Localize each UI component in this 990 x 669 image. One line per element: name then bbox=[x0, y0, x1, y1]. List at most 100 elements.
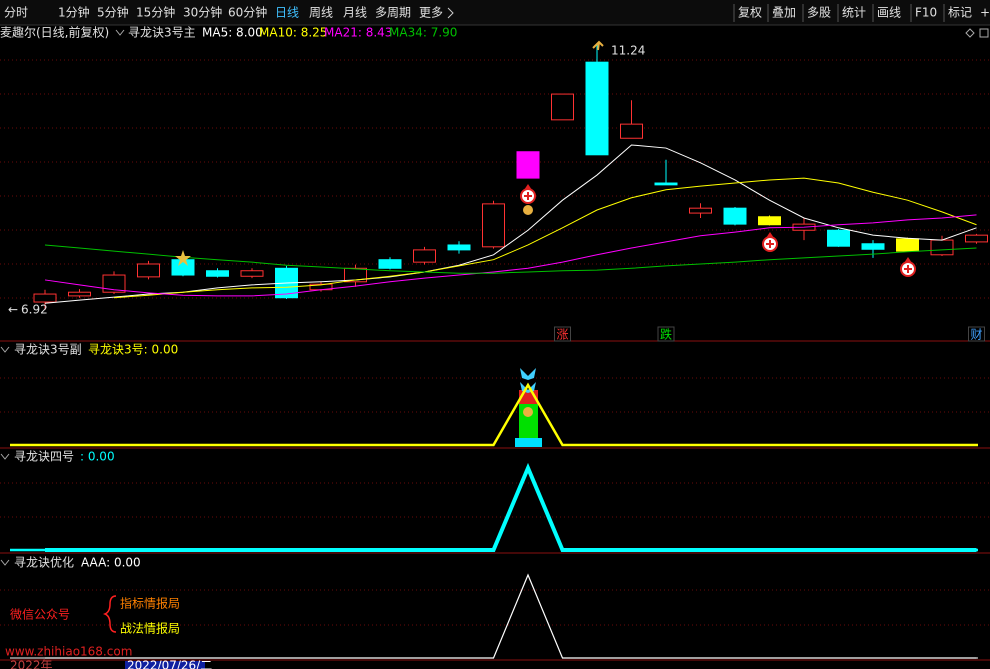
candle-body bbox=[378, 259, 402, 269]
candle-body bbox=[102, 274, 126, 293]
period-button[interactable]: 月线 bbox=[343, 6, 367, 20]
tool-button[interactable]: 叠加 bbox=[772, 6, 796, 20]
candle-body bbox=[344, 267, 367, 283]
signal-bar-base bbox=[515, 438, 542, 447]
candle-body bbox=[689, 207, 712, 214]
signal-label: 涨 bbox=[556, 327, 568, 342]
watermark-name: 指标情报局 bbox=[120, 596, 180, 611]
candle-body bbox=[240, 270, 264, 277]
candle-body bbox=[827, 229, 850, 247]
subpanel-title: 寻龙诀四号 bbox=[14, 450, 74, 464]
candle-body bbox=[206, 270, 229, 277]
high-label: 11.24 bbox=[611, 44, 645, 58]
watermark-name: 战法情报局 bbox=[120, 621, 180, 636]
candle-body bbox=[137, 263, 160, 278]
time-label: 2022年 bbox=[10, 659, 53, 669]
candle-body bbox=[930, 239, 954, 256]
butterfly-icon bbox=[520, 368, 536, 380]
ma-legend: MA10: 8.25 bbox=[259, 26, 327, 40]
subpanel-legend: AAA: 0.00 bbox=[81, 556, 141, 570]
candle-body bbox=[413, 249, 436, 263]
candle-body bbox=[551, 93, 574, 121]
candle-body bbox=[33, 293, 57, 303]
candle-body bbox=[482, 203, 505, 248]
candle-body bbox=[585, 61, 609, 156]
period-button[interactable]: 60分钟 bbox=[228, 5, 267, 20]
watermark-brace bbox=[102, 595, 117, 633]
indicator-name: 寻龙诀3号主 bbox=[128, 26, 196, 40]
candle-body bbox=[620, 123, 643, 139]
subpanel-title: 寻龙诀优化 bbox=[14, 556, 74, 570]
buy-icon-plus bbox=[904, 265, 912, 273]
indicator-line bbox=[45, 382, 977, 447]
buy-icon-tip bbox=[766, 232, 774, 238]
subpanel-legend: : 0.00 bbox=[80, 450, 115, 464]
period-button[interactable]: 30分钟 bbox=[183, 5, 222, 20]
collapse-icon bbox=[0, 346, 10, 353]
ma-line bbox=[44, 214, 977, 297]
indicator-line bbox=[45, 462, 977, 552]
more-arrow bbox=[447, 7, 454, 19]
add-button[interactable]: +自 bbox=[980, 6, 990, 20]
period-button[interactable]: 1分钟 bbox=[58, 5, 90, 20]
low-label: 6.92 bbox=[21, 303, 48, 317]
signal-bar bbox=[519, 395, 538, 445]
candle-body bbox=[68, 291, 91, 297]
signal-label: 跌 bbox=[660, 327, 672, 342]
diamond-icon bbox=[965, 28, 975, 38]
candle-body bbox=[965, 234, 988, 243]
candle-body bbox=[447, 244, 471, 251]
subpanel-legend: 寻龙诀3号: 0.00 bbox=[88, 343, 178, 357]
tool-button[interactable]: 多股 bbox=[807, 6, 831, 20]
tool-button[interactable]: 复权 bbox=[738, 6, 762, 20]
watermark-url: www.zhihiao168.com bbox=[5, 645, 132, 659]
candle-body bbox=[896, 238, 919, 252]
tool-button[interactable]: F10 bbox=[915, 6, 937, 20]
toolbar bbox=[0, 0, 990, 25]
signal-box bbox=[657, 326, 675, 342]
collapse-icon bbox=[0, 453, 10, 460]
indicator-line bbox=[45, 573, 977, 659]
buy-icon-tip bbox=[524, 184, 532, 190]
star-icon bbox=[175, 250, 191, 266]
signal-box bbox=[968, 326, 985, 342]
coin-icon bbox=[523, 205, 533, 215]
candle-body bbox=[861, 243, 885, 250]
period-button[interactable]: 5分钟 bbox=[97, 5, 129, 20]
candle-body bbox=[516, 151, 540, 179]
collapse-icon bbox=[115, 29, 125, 36]
ma-legend: MA34: 7.90 bbox=[389, 26, 457, 40]
security-name: 麦趣尔(日线,前复权) bbox=[0, 25, 109, 40]
candle-body bbox=[758, 216, 781, 226]
time-cursor-label: 2022/07/26/二 bbox=[127, 659, 212, 669]
period-button[interactable]: 周线 bbox=[309, 6, 333, 20]
period-button[interactable]: 多周期 bbox=[375, 6, 411, 20]
period-button[interactable]: 15分钟 bbox=[136, 5, 175, 20]
collapse-icon bbox=[0, 559, 10, 566]
time-cursor-box bbox=[125, 661, 205, 669]
buy-icon-plus bbox=[524, 192, 532, 200]
tool-button[interactable]: 标记 bbox=[948, 6, 972, 20]
period-button[interactable]: 更多 bbox=[419, 6, 443, 20]
settings-icon bbox=[979, 28, 989, 38]
low-arrow: ← bbox=[8, 303, 18, 317]
ma-line bbox=[113, 177, 977, 299]
period-button[interactable]: 分时 bbox=[4, 6, 28, 20]
tool-button[interactable]: 统计 bbox=[842, 6, 866, 20]
period-button[interactable]: 日线 bbox=[275, 6, 299, 20]
tool-button[interactable]: 画线 bbox=[877, 6, 901, 20]
signal-label: 财 bbox=[970, 328, 982, 342]
ma-line bbox=[44, 244, 977, 274]
buy-icon-plus bbox=[766, 240, 774, 248]
watermark-account: 微信公众号 bbox=[10, 608, 70, 622]
coin-icon bbox=[523, 407, 533, 417]
candle-body bbox=[723, 207, 747, 225]
ma-line bbox=[44, 144, 977, 304]
high-figure bbox=[592, 40, 604, 51]
subpanel-title: 寻龙诀3号副 bbox=[14, 343, 82, 357]
signal-box bbox=[554, 326, 571, 342]
ma-legend: MA5: 8.00 bbox=[202, 26, 263, 40]
